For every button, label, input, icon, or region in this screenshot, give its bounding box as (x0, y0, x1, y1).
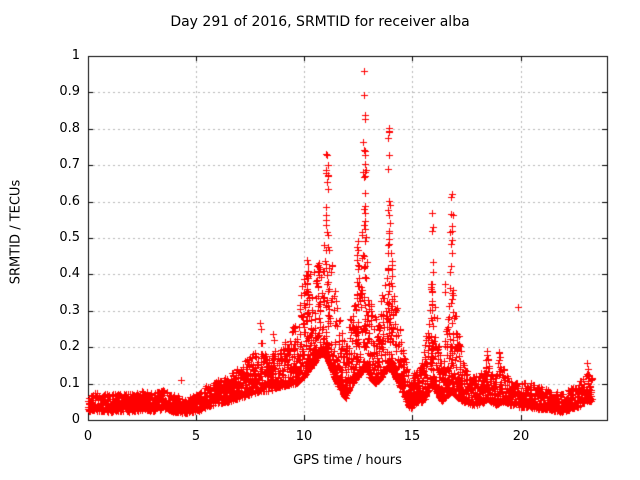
x-tick-label: 15 (403, 429, 421, 444)
y-tick-label: 0.5 (59, 230, 80, 245)
y-tick-label: 0.2 (59, 339, 80, 354)
x-axis-label: GPS time / hours (293, 453, 402, 468)
x-tick-label: 20 (512, 429, 530, 444)
y-tick-label: 0.1 (59, 376, 80, 391)
x-tick-label: 0 (83, 429, 93, 444)
x-tick-label: 5 (191, 429, 201, 444)
y-tick-label: 0.3 (59, 303, 80, 318)
y-tick-label: 0 (71, 412, 80, 427)
y-tick-label: 0.9 (59, 84, 80, 99)
y-tick-label: 0.6 (59, 194, 80, 209)
x-tick-label: 10 (295, 429, 313, 444)
y-tick-label: 0.7 (59, 157, 80, 172)
y-tick-label: 0.4 (59, 266, 80, 281)
y-tick-label: 0.8 (59, 121, 80, 136)
chart-title: Day 291 of 2016, SRMTID for receiver alb… (170, 14, 470, 30)
y-tick-label: 1 (71, 48, 80, 63)
